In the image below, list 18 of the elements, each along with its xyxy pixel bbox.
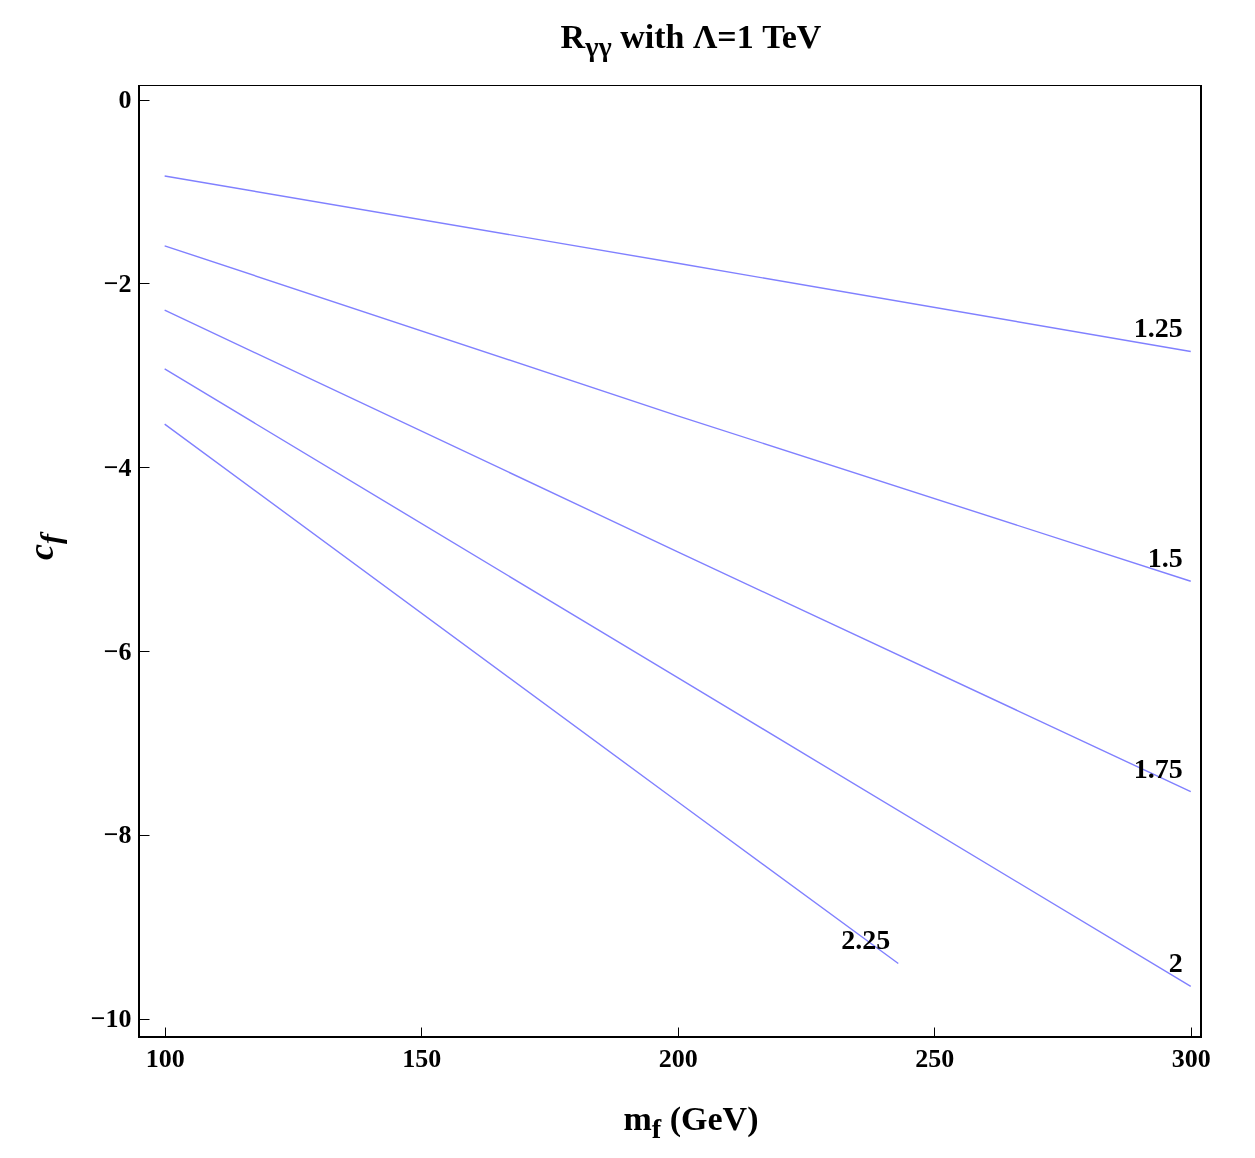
y-tick-label: −6: [103, 636, 132, 666]
y-tick-label: −8: [103, 820, 132, 850]
y-tick-label: 0: [118, 85, 132, 115]
series-label: 1.5: [1147, 542, 1183, 574]
y-tick-label: −10: [90, 1004, 132, 1034]
series-label: 1.25: [1133, 312, 1183, 344]
series-label: 2.25: [841, 924, 891, 956]
x-tick-label: 200: [658, 1043, 698, 1073]
x-axis-title: m$_{f}$ (GeV): [622, 1100, 760, 1145]
series-label: 2: [1168, 947, 1183, 979]
y-tick-label: −4: [103, 452, 132, 482]
x-tick-label: 150: [402, 1043, 442, 1073]
chart-title: R$_{γγ}$ with Λ=1 TeV: [559, 18, 823, 63]
y-tick-label: −2: [103, 268, 132, 298]
series-label: 1.75: [1133, 752, 1183, 784]
x-tick-label: 100: [145, 1043, 185, 1073]
x-tick-label: 250: [915, 1043, 955, 1073]
x-tick-label: 300: [1171, 1043, 1211, 1073]
